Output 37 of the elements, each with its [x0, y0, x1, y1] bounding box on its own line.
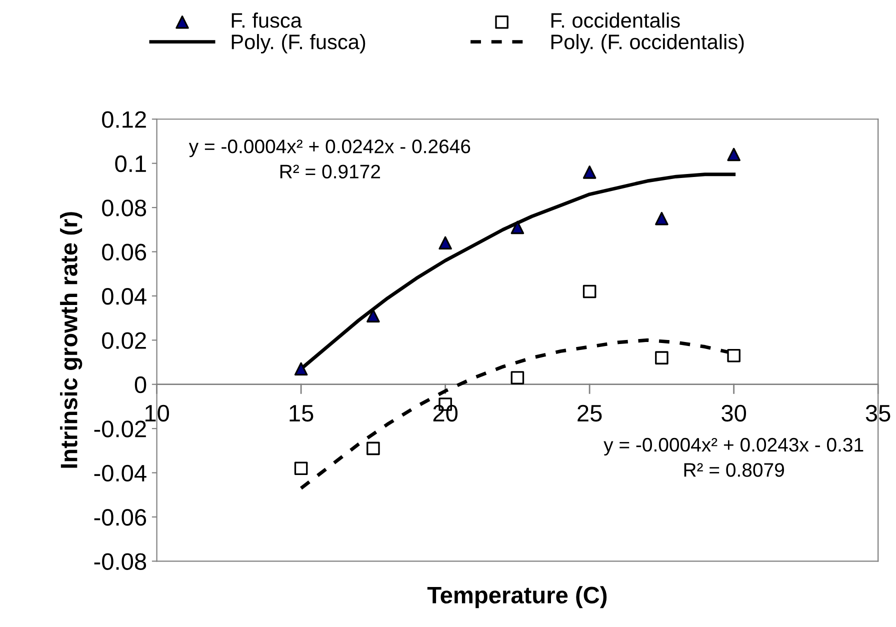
y-tick-label: 0.12 — [102, 111, 146, 128]
x-tick-label: 35 — [866, 404, 890, 422]
point — [727, 148, 740, 162]
point — [294, 462, 308, 475]
y-tick-label: 0.08 — [102, 200, 146, 216]
point — [727, 348, 740, 362]
point — [510, 371, 524, 384]
point — [582, 284, 596, 298]
point — [582, 166, 596, 179]
legend-label: F. occidentalis — [551, 12, 680, 28]
x-axis-title: Temperature (C) — [427, 586, 607, 608]
y-tick-label: 0.1 — [115, 155, 146, 172]
y-tick-label: 0.06 — [102, 244, 146, 261]
y-axis-title: Intrinsic growth rate (r) — [60, 212, 82, 468]
point — [510, 220, 524, 234]
x-tick-label: 10 — [145, 404, 170, 422]
y-tick-label: -0.06 — [94, 509, 146, 526]
point — [366, 442, 380, 456]
point — [655, 212, 668, 226]
point — [438, 236, 452, 250]
y-tick-label: 0.02 — [102, 332, 146, 349]
legend-label: F. fusca — [232, 12, 302, 28]
point — [655, 351, 668, 364]
annotation: y = -0.0004x² + 0.0243x - 0.31 R² = 0.8079 — [604, 438, 864, 477]
annotation: y = -0.0004x² + 0.0242x - 0.2646 R² = 0.9172 — [188, 140, 470, 178]
x-tick-label: 15 — [290, 405, 314, 422]
y-tick-label: -0.04 — [94, 464, 146, 482]
point — [366, 309, 380, 322]
point — [294, 362, 308, 376]
legend-label: Poly. (F. occidentalis) — [551, 34, 744, 54]
x-tick-label: 30 — [722, 404, 746, 422]
y-tick-label: -0.08 — [94, 553, 146, 570]
legend-label: Poly. (F. fusca) — [232, 34, 366, 54]
y-tick-label: 0.04 — [102, 288, 146, 305]
y-tick-label: -0.02 — [94, 420, 146, 438]
x-tick-label: 25 — [578, 404, 602, 422]
y-tick-label: 0 — [134, 376, 146, 394]
